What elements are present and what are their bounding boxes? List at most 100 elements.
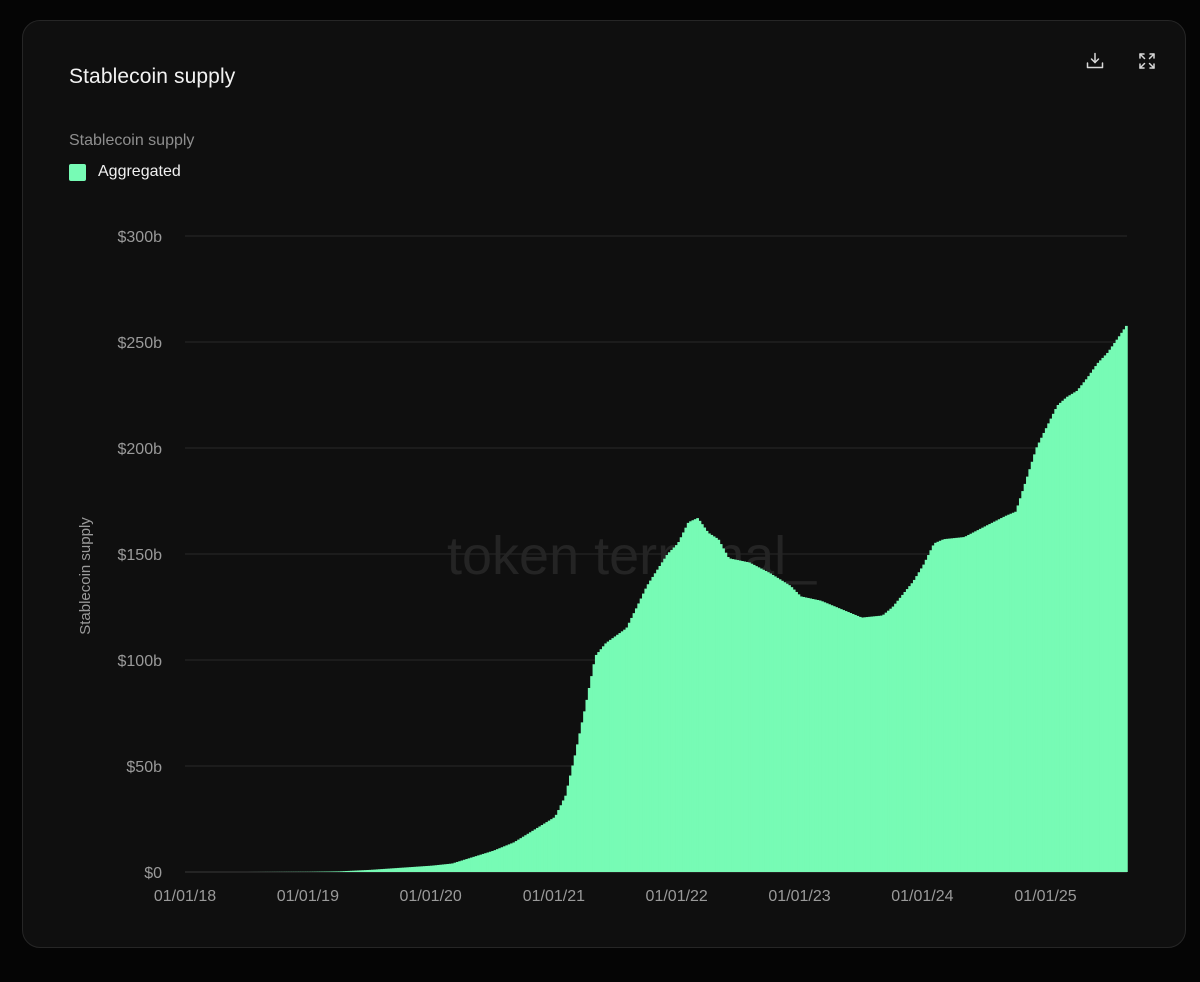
bar (564, 795, 568, 872)
bar (606, 641, 610, 872)
bar (521, 836, 525, 872)
bar (969, 533, 973, 872)
bar (477, 855, 480, 872)
bar (858, 616, 862, 872)
bar (962, 537, 966, 872)
bar (592, 664, 596, 872)
expand-button[interactable] (1135, 49, 1159, 73)
x-tick-label: 01/01/19 (277, 888, 339, 905)
bar (905, 589, 909, 872)
bar (922, 564, 926, 872)
bar (583, 711, 586, 872)
bar (924, 559, 928, 872)
bar (818, 600, 822, 872)
bar (378, 869, 381, 872)
bar (590, 676, 593, 872)
bar (415, 866, 419, 872)
bar (920, 568, 923, 872)
bar (609, 639, 612, 872)
download-icon (1086, 52, 1104, 69)
bar (976, 530, 980, 872)
bar (397, 867, 400, 872)
bar (1026, 476, 1029, 872)
bar (953, 538, 956, 872)
bar (974, 531, 977, 872)
y-axis-title: Stablecoin supply (77, 517, 94, 635)
bar (597, 652, 601, 872)
bar (1087, 376, 1091, 872)
bar (557, 810, 560, 872)
bar (806, 597, 810, 872)
bar (1047, 423, 1050, 872)
bar (554, 814, 558, 872)
bar (696, 518, 699, 872)
bar (413, 866, 417, 872)
bar (1108, 349, 1112, 873)
bar (484, 853, 487, 872)
bar (460, 860, 464, 872)
bar (971, 532, 975, 872)
bar (884, 612, 888, 872)
bar (437, 864, 440, 872)
bar (985, 525, 989, 872)
bar (1094, 366, 1098, 872)
bar (814, 599, 817, 872)
bar (514, 841, 518, 872)
chart-plot: token terminal_ $0$50b$100b$150b$200b$25… (77, 229, 1128, 905)
bar (948, 538, 952, 872)
bar (667, 552, 671, 872)
bar (519, 838, 523, 872)
bar (931, 545, 935, 872)
bar (856, 615, 860, 872)
bar (507, 844, 511, 872)
bar (637, 603, 641, 872)
download-button[interactable] (1083, 49, 1107, 73)
bar (566, 785, 570, 872)
bar (392, 868, 396, 872)
bar (510, 843, 513, 872)
bar (738, 560, 742, 872)
bar (404, 867, 407, 872)
bar (997, 519, 1001, 872)
bar (981, 527, 985, 872)
y-axis-ticks: $0 $50b $100b $150b $200b $250b $300b (118, 229, 163, 882)
bar (1054, 409, 1058, 872)
bar (1084, 379, 1088, 872)
bar (712, 536, 716, 872)
bar (616, 634, 619, 872)
bar (915, 576, 919, 872)
bar (380, 869, 384, 872)
bar (809, 598, 813, 872)
bar (934, 542, 937, 872)
bar (366, 869, 370, 872)
bar (1035, 447, 1039, 872)
legend-label[interactable]: Aggregated (98, 163, 181, 180)
bar (1051, 413, 1055, 872)
bar (559, 805, 563, 872)
x-tick-label: 01/01/24 (891, 888, 953, 905)
bar (837, 608, 841, 872)
bar (623, 629, 626, 872)
bar (766, 572, 770, 872)
bar (724, 552, 728, 872)
bar (1113, 343, 1116, 872)
bar (773, 576, 777, 872)
bar (990, 522, 994, 872)
bar (371, 869, 374, 872)
bar (863, 617, 867, 872)
bar (352, 870, 356, 872)
bar (656, 569, 659, 872)
bar (1040, 437, 1043, 872)
bar (458, 861, 462, 872)
bar (373, 869, 377, 872)
bar (552, 817, 556, 872)
bar (882, 614, 886, 872)
bar (1049, 418, 1053, 872)
bar (844, 611, 848, 872)
bar (331, 871, 334, 872)
bar (736, 560, 740, 872)
bar (347, 870, 351, 872)
bar (879, 615, 883, 872)
bar (561, 800, 565, 872)
bar (505, 845, 509, 872)
